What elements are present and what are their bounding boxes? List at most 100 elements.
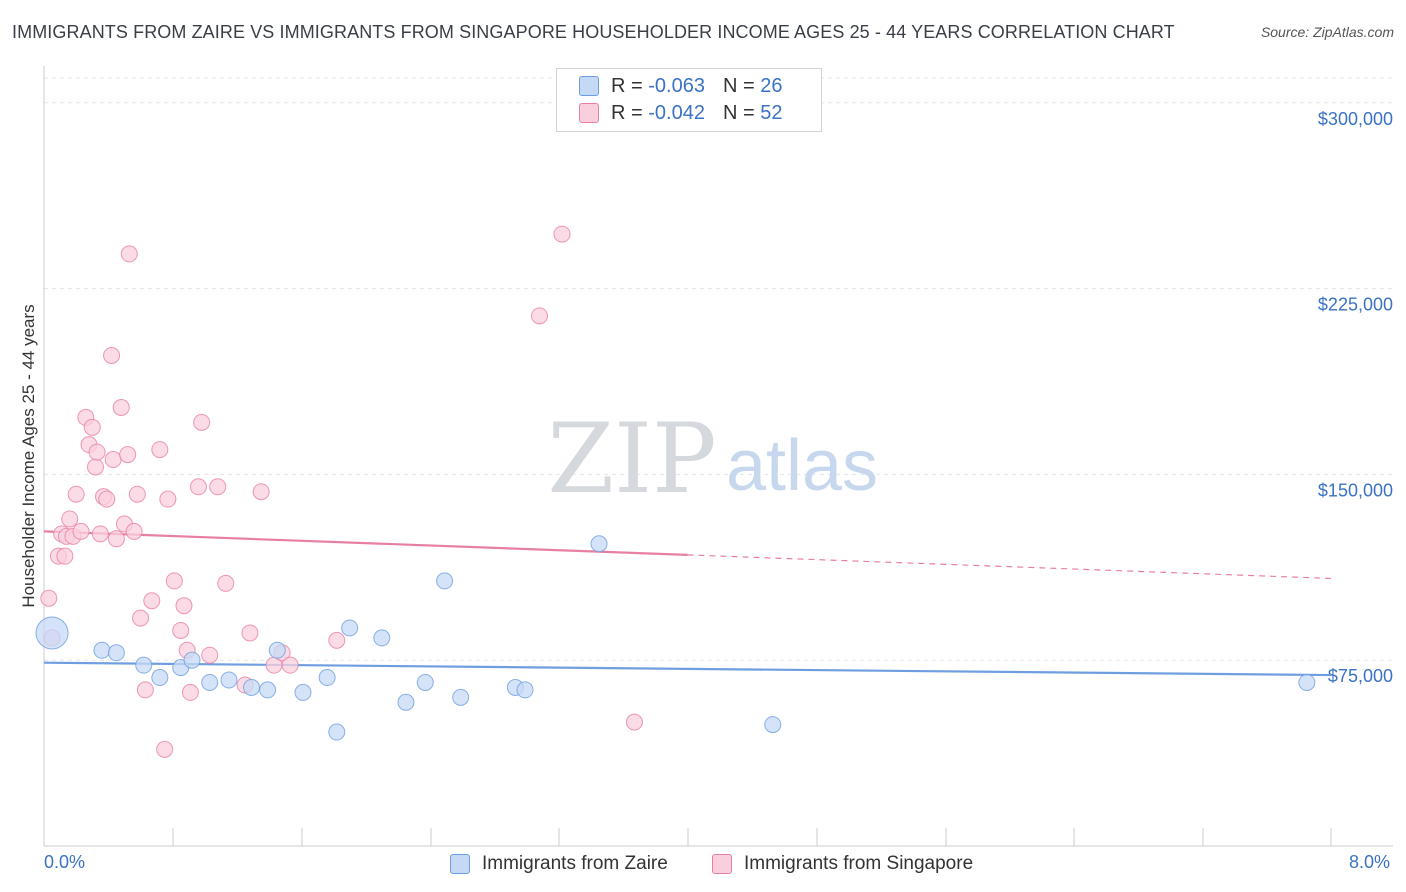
zaire-point — [416, 673, 434, 691]
zaire-point — [243, 678, 261, 696]
singapore-point — [281, 656, 299, 674]
singapore-point — [159, 490, 177, 508]
zaire-point — [35, 616, 69, 650]
singapore-legend-label: Immigrants from Singapore — [744, 853, 974, 874]
zaire-n-value: 26 — [760, 74, 783, 97]
singapore-point — [143, 592, 161, 610]
singapore-point — [217, 574, 235, 592]
zaire-point — [1298, 673, 1316, 691]
chart-title: IMMIGRANTS FROM ZAIRE VS IMMIGRANTS FROM… — [12, 22, 1175, 42]
singapore-point — [209, 478, 227, 496]
zaire-r-value: -0.063 — [648, 74, 705, 97]
source-label: Source: ZipAtlas.com — [1260, 24, 1394, 40]
singapore-point — [172, 621, 190, 639]
singapore-point — [104, 451, 122, 469]
correlation-legend: R = -0.063 N = 26 R = -0.042 N = 52 — [556, 68, 822, 132]
y-tick-label: $225,000 — [1318, 295, 1393, 315]
singapore-point — [98, 490, 116, 508]
zaire-point — [764, 716, 782, 734]
zaire-point — [294, 683, 312, 701]
singapore-point — [91, 525, 109, 543]
singapore-point — [107, 530, 125, 548]
singapore-point — [119, 446, 137, 464]
singapore-point — [128, 485, 146, 503]
zaire-swatch — [579, 76, 599, 96]
trend-lines — [43, 530, 1332, 677]
zaire-point — [135, 656, 153, 674]
singapore-point — [83, 418, 101, 436]
singapore-point — [72, 522, 90, 540]
trend-line-dashed-1 — [687, 554, 1332, 580]
zaire-point — [151, 669, 169, 687]
legend-item-zaire: Immigrants from Zaire — [450, 852, 668, 876]
singapore-point — [193, 413, 211, 431]
singapore-point — [175, 597, 193, 615]
y-tick-labels: $75,000 $150,000 $225,000 $300,000 — [1318, 109, 1393, 686]
legend-row-zaire: R = -0.063 N = 26 — [579, 73, 782, 99]
legend-row-singapore: R = -0.042 N = 52 — [579, 100, 782, 126]
singapore-point — [156, 740, 174, 758]
zaire-legend-swatch — [450, 854, 470, 874]
zaire-point — [201, 673, 219, 691]
singapore-point — [553, 225, 571, 243]
zaire-point — [318, 669, 336, 687]
watermark: ZIP atlas — [547, 403, 878, 515]
data-points — [35, 225, 1316, 758]
singapore-point — [136, 681, 154, 699]
trend-line-1 — [43, 530, 688, 557]
singapore-n-value: 52 — [760, 101, 783, 124]
legend-item-singapore: Immigrants from Singapore — [712, 852, 973, 876]
singapore-point — [103, 346, 121, 364]
axes — [43, 66, 1393, 847]
zaire-point — [259, 681, 277, 699]
singapore-point — [189, 478, 207, 496]
singapore-point — [625, 713, 643, 731]
singapore-point — [61, 510, 79, 528]
zaire-point — [268, 641, 286, 659]
y-tick-label: $150,000 — [1318, 480, 1393, 500]
singapore-point — [241, 624, 259, 642]
watermark-zip: ZIP — [547, 403, 716, 515]
singapore-point — [181, 683, 199, 701]
x-tick-min: 0.0% — [44, 852, 86, 872]
singapore-legend-swatch — [712, 854, 732, 874]
singapore-point — [165, 572, 183, 590]
grid-lines — [44, 77, 1393, 661]
zaire-point — [328, 723, 346, 741]
zaire-point — [436, 572, 454, 590]
singapore-point — [201, 646, 219, 664]
zaire-point — [590, 535, 608, 553]
singapore-point — [151, 441, 169, 459]
singapore-point — [252, 483, 270, 501]
zaire-point — [183, 651, 201, 669]
singapore-swatch — [579, 103, 599, 123]
singapore-point — [112, 398, 130, 416]
singapore-point — [328, 631, 346, 649]
singapore-point — [125, 522, 143, 540]
zaire-point — [516, 681, 534, 699]
singapore-r-value: -0.042 — [648, 101, 705, 124]
y-tick-label: $300,000 — [1318, 109, 1393, 129]
zaire-legend-label: Immigrants from Zaire — [482, 853, 668, 874]
zaire-point — [220, 671, 238, 689]
r-label: R = — [611, 101, 643, 124]
zaire-point — [93, 641, 111, 659]
n-label: N = — [722, 74, 755, 97]
zaire-point — [341, 619, 359, 637]
singapore-point — [56, 547, 74, 565]
watermark-atlas: atlas — [726, 426, 878, 506]
zaire-point — [397, 693, 415, 711]
singapore-point — [530, 307, 548, 325]
singapore-point — [40, 589, 58, 607]
n-label: N = — [722, 101, 755, 124]
zaire-point — [373, 629, 391, 647]
singapore-point — [88, 443, 106, 461]
singapore-point — [67, 485, 85, 503]
y-tick-label: $75,000 — [1328, 666, 1393, 686]
r-label: R = — [611, 74, 643, 97]
y-axis-label: Householder Income Ages 25 - 44 years — [19, 304, 38, 607]
singapore-point — [132, 609, 150, 627]
x-tick-max: 8.0% — [1349, 852, 1391, 872]
zaire-point — [107, 644, 125, 662]
